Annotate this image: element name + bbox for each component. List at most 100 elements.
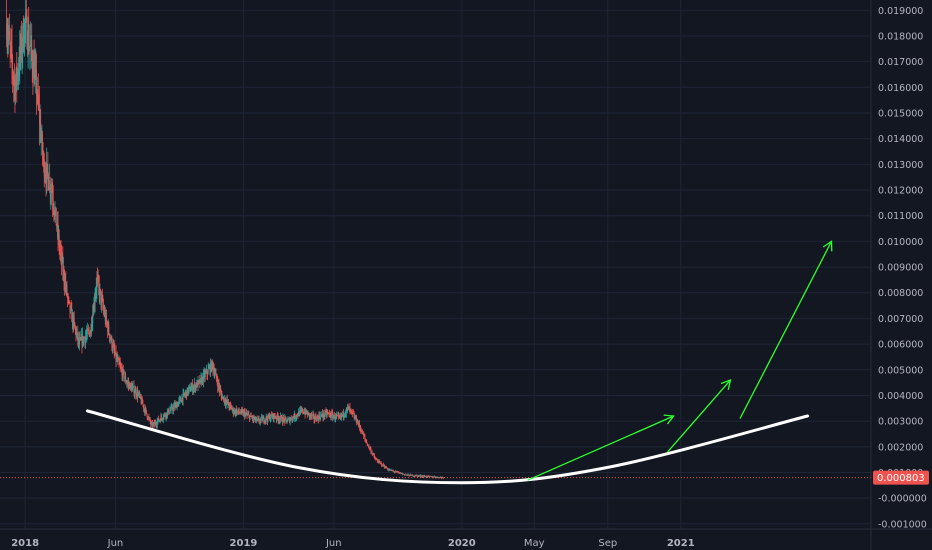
- candle-body: [201, 377, 203, 384]
- candle-body: [204, 372, 206, 378]
- candle-body: [69, 302, 71, 312]
- candle-body: [9, 31, 11, 40]
- candle-body: [351, 410, 353, 412]
- candle-body: [333, 414, 335, 417]
- candle-body: [161, 417, 163, 420]
- candle-body: [28, 29, 30, 49]
- candle-body: [138, 392, 140, 394]
- candle-body: [180, 400, 182, 403]
- candle-body: [384, 465, 386, 468]
- candle-body: [61, 251, 63, 263]
- candle-body: [15, 83, 17, 101]
- candle-body: [336, 415, 338, 417]
- candle-body: [79, 339, 81, 345]
- candle-body: [337, 415, 339, 417]
- candle-body: [387, 469, 389, 471]
- candle-body: [159, 419, 161, 421]
- candle-body: [107, 324, 109, 333]
- x-axis-labels[interactable]: 2018 Jun 2019 Jun 2020 May Sep 2021: [11, 538, 695, 549]
- candle-body: [330, 416, 332, 418]
- candle-body: [362, 430, 363, 435]
- y-tick-label: 0.010000: [878, 237, 923, 248]
- candle-body: [362, 433, 364, 435]
- candle-body: [48, 189, 50, 190]
- candle-body: [381, 465, 383, 466]
- candle-body: [239, 412, 241, 414]
- candle-body: [202, 377, 204, 382]
- candle-body: [431, 476, 433, 478]
- candle-body: [106, 321, 108, 325]
- candle-body: [6, 23, 8, 40]
- candle-body: [82, 335, 84, 346]
- candle-body: [359, 426, 361, 429]
- candle-body: [310, 414, 311, 416]
- candle-body: [329, 413, 331, 417]
- candle-body: [32, 68, 34, 78]
- candle-body: [413, 475, 415, 477]
- candle-body: [283, 418, 285, 422]
- candle-body: [311, 415, 313, 417]
- candle-body: [31, 54, 33, 69]
- candle-body: [223, 398, 225, 402]
- candle-body: [350, 409, 352, 411]
- candle-body: [228, 401, 229, 406]
- candle-body: [301, 410, 302, 411]
- y-tick-label: 0.017000: [878, 57, 923, 68]
- candle-body: [421, 475, 423, 477]
- candle-body: [14, 81, 16, 101]
- candle-body: [158, 418, 159, 422]
- candle-body: [153, 422, 155, 425]
- candle-body: [30, 44, 31, 47]
- candle-body: [126, 382, 128, 384]
- x-tick-label: Sep: [598, 538, 617, 549]
- candle-body: [11, 46, 13, 63]
- candle-body: [391, 469, 393, 471]
- candle-body: [402, 473, 404, 475]
- candle-body: [295, 417, 296, 418]
- candle-body: [335, 415, 337, 417]
- y-tick-label: 0.012000: [878, 186, 923, 197]
- candle-body: [304, 412, 305, 414]
- candle-body: [272, 413, 274, 419]
- candle-body: [426, 476, 428, 478]
- candle-body: [186, 388, 188, 397]
- candle-body: [80, 336, 82, 340]
- candle-body: [170, 407, 172, 411]
- candle-body: [260, 417, 262, 420]
- price-scale-panel[interactable]: [871, 0, 932, 529]
- candle-body: [398, 472, 400, 473]
- candle-body: [195, 385, 197, 388]
- candle-body: [177, 404, 179, 406]
- candle-body: [434, 476, 436, 478]
- candle-body: [61, 257, 63, 263]
- candle-body: [214, 373, 216, 375]
- projection-arrows: [527, 240, 833, 481]
- candle-body: [227, 401, 229, 404]
- candle-body: [428, 475, 430, 477]
- candle-body: [275, 417, 277, 419]
- candle-body: [162, 417, 164, 420]
- candle-body: [95, 288, 97, 292]
- candle-body: [199, 380, 201, 384]
- candle-body: [254, 416, 256, 421]
- candle-body: [18, 69, 20, 70]
- candle-body: [49, 180, 51, 190]
- candle-body: [132, 386, 134, 387]
- candle-body: [175, 404, 177, 405]
- candle-body: [112, 345, 114, 349]
- candle-body: [311, 414, 313, 417]
- candle-body: [201, 377, 203, 384]
- candle-body: [179, 398, 180, 401]
- candle-body: [37, 89, 39, 104]
- candle-body: [64, 281, 66, 286]
- candle-body: [212, 363, 214, 370]
- candle-body: [78, 338, 80, 345]
- candle-body: [259, 419, 261, 422]
- candle-body: [322, 415, 324, 417]
- candle-body: [244, 412, 246, 417]
- candle-body: [342, 411, 344, 416]
- candle-body: [345, 408, 347, 413]
- candle-body: [328, 413, 330, 414]
- candle-body: [29, 46, 31, 48]
